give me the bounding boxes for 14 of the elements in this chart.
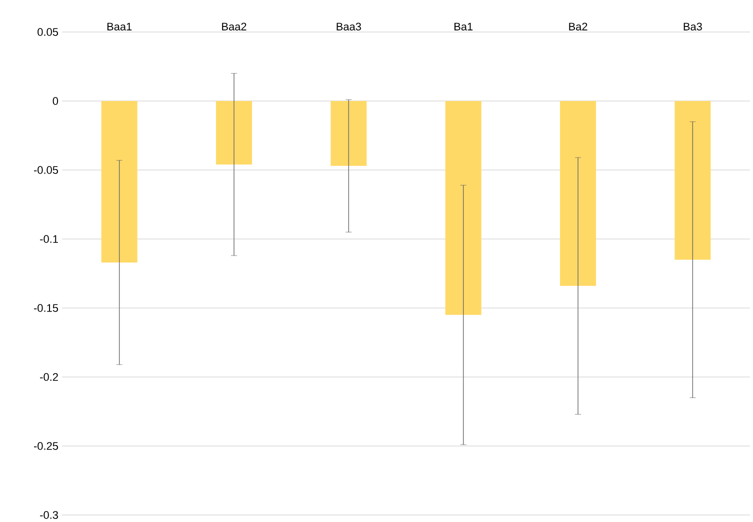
y-tick-label: 0 xyxy=(52,97,58,105)
y-tick-label: -0.2 xyxy=(40,373,58,381)
y-tick-label: 0.05 xyxy=(38,28,58,36)
x-tick-label: Baa1 xyxy=(107,22,132,30)
x-tick-label: Baa3 xyxy=(336,22,361,30)
y-tick-label: -0.05 xyxy=(34,166,58,174)
y-tick-label: -0.3 xyxy=(40,511,58,519)
x-tick-label: Ba2 xyxy=(569,22,588,30)
y-tick-label: -0.15 xyxy=(34,304,58,312)
x-tick-label: Ba1 xyxy=(454,22,473,30)
y-tick-label: -0.1 xyxy=(40,235,58,243)
x-tick-label: Baa2 xyxy=(222,22,246,30)
x-tick-label: Ba3 xyxy=(684,22,702,30)
y-tick-label: -0.25 xyxy=(34,442,58,450)
